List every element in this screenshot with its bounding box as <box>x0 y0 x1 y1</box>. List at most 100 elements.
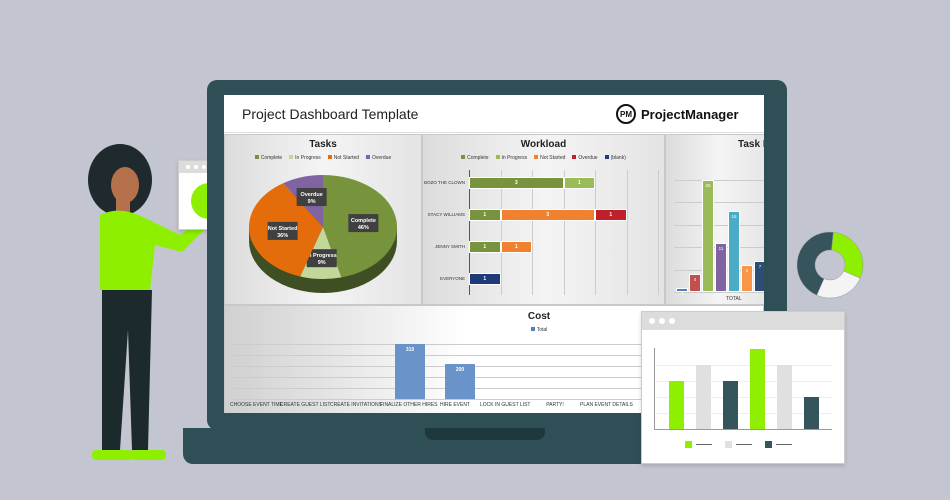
task-bar: 25 <box>702 179 714 292</box>
legend-item: Overdue <box>366 155 391 161</box>
pie-label-value: 46% <box>358 225 369 231</box>
cost-category-label: CREATE INVITATIONS <box>330 402 382 408</box>
card-bar <box>669 381 684 429</box>
legend-item: Not Started <box>327 155 359 161</box>
gridline <box>532 170 533 295</box>
pie-label-value: 36% <box>277 233 288 239</box>
gridline <box>230 377 760 378</box>
tasks-legend: Complete In Progress Not Started Overdue <box>225 155 421 161</box>
pie-label-name: Not Started <box>268 226 298 232</box>
task-list-category: TOTAL <box>726 296 742 302</box>
laptop-notch <box>425 428 545 440</box>
cost-category-label: CREATE GUEST LIST <box>280 402 331 408</box>
legend-item: In Progress <box>495 155 527 161</box>
legend-swatch <box>765 441 772 448</box>
task-bar: 18 <box>728 211 740 292</box>
category-label: BOZO THE CLOWN <box>424 180 465 185</box>
cost-legend-total: Total <box>530 327 547 333</box>
gridline <box>230 366 760 367</box>
workload-bar: 1 <box>500 241 532 253</box>
cost-category-label: PLAN EVENT DETAILS <box>580 402 633 408</box>
legend-item: Not Started <box>534 155 565 161</box>
cost-category-label: LOCK IN GUEST LIST <box>480 402 531 408</box>
pie-label-name: In Progress <box>307 253 337 259</box>
workload-title: Workload <box>520 139 567 150</box>
gridline <box>595 170 596 295</box>
axis <box>654 429 832 430</box>
pie-label-value: 9% <box>318 260 326 266</box>
cost-legend: Total <box>270 327 763 333</box>
legend-line <box>696 444 712 445</box>
tasks-panel: Tasks Complete In Progress Not Started Over… <box>224 134 422 305</box>
task-list-title: Task L <box>738 139 764 150</box>
legend-swatch <box>725 441 732 448</box>
gridline <box>230 399 760 400</box>
donut-chart <box>796 231 864 299</box>
brand-name: ProjectManager <box>641 106 739 122</box>
bar-chart-card <box>641 311 845 464</box>
task-bar: 7 <box>754 260 764 292</box>
category-label: JENNY SMITH <box>435 244 465 249</box>
legend-item: Complete <box>461 155 489 161</box>
gridline <box>674 292 764 293</box>
gridline <box>500 170 502 295</box>
axis <box>654 348 655 430</box>
cost-bar: 200 <box>445 363 475 399</box>
card-bar <box>750 349 765 429</box>
legend-line <box>776 444 792 445</box>
workload-bar: 1 <box>469 241 501 253</box>
legend-item: In Progress <box>289 155 321 161</box>
workload-panel: Workload Complete In Progress Not Started O… <box>422 134 665 305</box>
task-bar: 4 <box>689 274 701 292</box>
task-bar: 11 <box>715 242 727 292</box>
cost-category-label: FINALIZE OTHER HIRES <box>380 402 438 408</box>
donut-segment <box>831 231 864 279</box>
card-bar <box>696 365 711 429</box>
card-bar <box>777 365 792 429</box>
pie-label-name: Overdue <box>300 192 322 198</box>
pie-label-box <box>296 188 327 207</box>
cost-category-label: CHOOSE EVENT TIME <box>230 402 283 408</box>
page-title: Project Dashboard Template <box>242 106 419 122</box>
pie-label-box <box>348 214 379 233</box>
window-titlebar <box>642 312 844 330</box>
pie-label-value: 9% <box>308 199 316 205</box>
laptop-base <box>183 428 653 464</box>
card-bar <box>723 381 738 429</box>
gridline <box>626 170 628 295</box>
card-bar <box>804 397 819 429</box>
gridline <box>674 224 764 226</box>
workload-bar: 1 <box>563 177 595 189</box>
workload-bar: 1 <box>469 209 501 221</box>
gridline <box>563 170 565 295</box>
pie-label-box <box>306 249 337 268</box>
pie-label-name: Complete <box>351 218 376 224</box>
cost-category-label: HIRE EVENT <box>439 402 470 408</box>
workload-bar: 1 <box>469 273 501 285</box>
gridline <box>230 344 760 345</box>
legend-line <box>736 444 752 445</box>
cost-title: Cost <box>527 311 551 322</box>
legend-item: Complete <box>254 155 282 161</box>
pie-label-box <box>267 221 298 240</box>
gridline <box>674 202 764 203</box>
legend-swatch <box>685 441 692 448</box>
gridline <box>230 388 760 389</box>
tasks-title: Tasks <box>309 139 337 150</box>
dashboard-header: Project Dashboard Template PM ProjectMan… <box>224 95 764 133</box>
gridline <box>230 355 760 356</box>
gridline <box>656 397 832 398</box>
workload-bar: 3 <box>500 209 595 221</box>
gridline <box>656 381 832 382</box>
legend-item: Overdue <box>572 155 598 161</box>
workload-legend: Complete In Progress Not Started Overdue (bl… <box>423 155 664 161</box>
cost-bar: 310 <box>395 344 425 399</box>
brand-logo[interactable]: PM ProjectManager <box>616 104 739 124</box>
category-label: EVERYONE <box>440 276 465 281</box>
gridline <box>656 413 832 414</box>
cost-category-label: PARTY! <box>546 402 564 408</box>
gridline <box>658 170 659 295</box>
workload-bar: 1 <box>595 209 627 221</box>
